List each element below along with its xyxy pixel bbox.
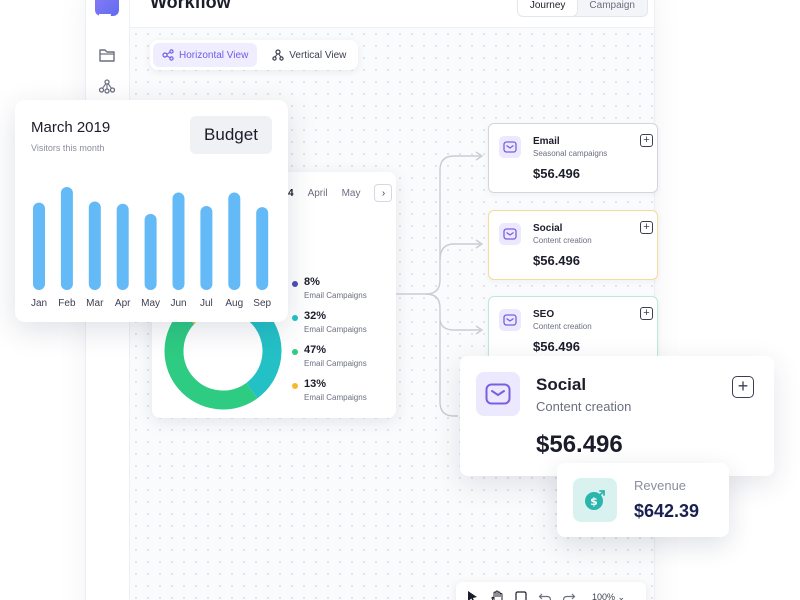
pointer-icon[interactable]	[466, 590, 480, 600]
donut-slice-3	[164, 310, 258, 410]
journey-campaign-switch: Journey Campaign	[516, 0, 648, 17]
legend-dot	[292, 349, 298, 355]
legend-label: Email Campaigns	[304, 291, 367, 300]
flow-node-email[interactable]: Email Seasonal campaigns $56.496 +	[488, 123, 658, 193]
budget-button[interactable]: Budget	[190, 116, 272, 154]
bar-aug	[228, 192, 241, 290]
bar-jan	[33, 202, 45, 290]
node-title: Email	[533, 136, 560, 147]
legend-item: 47% Email Campaigns	[292, 344, 367, 378]
legend-label: Email Campaigns	[304, 325, 367, 334]
bar-tick-label: Jul	[200, 298, 213, 309]
donut-legend: 8% Email Campaigns 32% Email Campaigns 4…	[292, 276, 367, 412]
mail-icon	[476, 372, 520, 416]
hand-icon[interactable]	[490, 590, 504, 600]
chevron-right-icon[interactable]: ›	[374, 184, 393, 202]
dollar-coin-icon: $	[573, 478, 617, 522]
mail-icon	[499, 309, 521, 331]
add-icon[interactable]: +	[640, 221, 653, 234]
month-april[interactable]: April	[307, 187, 328, 199]
legend-value: 47%	[304, 344, 327, 356]
bar-mar	[88, 201, 101, 290]
bar-tick-label: Jun	[170, 298, 186, 309]
node-value: $56.496	[533, 253, 580, 268]
bar-tick-label: Feb	[58, 298, 76, 309]
undo-icon[interactable]	[538, 590, 552, 600]
segment-journey[interactable]: Journey	[517, 0, 578, 16]
app-title: Workflow	[150, 0, 231, 12]
bar-jul	[200, 206, 213, 290]
legend-dot	[292, 281, 298, 287]
zoom-select[interactable]: 100% ⌄	[592, 591, 626, 600]
tab-horizontal-view[interactable]: Horizontal View	[153, 43, 258, 67]
legend-item: 32% Email Campaigns	[292, 310, 367, 344]
network-icon[interactable]	[98, 78, 116, 96]
legend-label: Email Campaigns	[304, 393, 367, 402]
month-selector: 4 April May ›	[288, 184, 393, 202]
folder-icon[interactable]	[98, 46, 116, 64]
visitors-bar-chart: Jan Feb Mar Apr May Jun Jul Aug Sep	[31, 186, 272, 309]
bar-sep	[256, 207, 269, 290]
bar-may	[144, 213, 157, 290]
add-icon[interactable]: +	[732, 376, 754, 398]
view-toggle: Horizontal View Vertical View	[150, 40, 359, 70]
node-title: SEO	[533, 309, 555, 320]
node-subtitle: Content creation	[533, 322, 592, 331]
legend-value: 32%	[304, 310, 327, 322]
bar-tick-label: Aug	[225, 298, 243, 309]
node-value: $56.496	[533, 339, 580, 354]
revenue-card: $ Revenue $642.39	[557, 463, 729, 537]
flow-node-social[interactable]: Social Content creation $56.496 +	[488, 210, 658, 280]
bar-tick-label: Jan	[31, 298, 47, 309]
legend-value: 13%	[304, 378, 327, 390]
rectangle-icon[interactable]	[514, 590, 528, 600]
bar-tick-label: Sep	[253, 298, 271, 309]
social-card-title: Social	[536, 375, 587, 394]
tab-horizontal-label: Horizontal View	[179, 49, 249, 61]
bar-apr	[116, 203, 129, 290]
redo-icon[interactable]	[562, 590, 576, 600]
app-logo[interactable]	[95, 0, 119, 16]
bar-tick-label: Mar	[86, 298, 104, 309]
title-bar: Workflow Journey Campaign	[130, 0, 654, 28]
add-icon[interactable]: +	[640, 307, 653, 320]
zoom-value: 100%	[592, 591, 616, 600]
add-icon[interactable]: +	[640, 134, 653, 147]
node-subtitle: Content creation	[533, 236, 592, 245]
budget-card-subtitle: Visitors this month	[31, 143, 105, 153]
mail-icon	[499, 223, 521, 245]
month-may[interactable]: May	[341, 187, 361, 199]
tab-vertical-view[interactable]: Vertical View	[263, 43, 355, 67]
legend-dot	[292, 315, 298, 321]
budget-card-title: March 2019	[31, 119, 111, 136]
social-card-value: $56.496	[536, 431, 623, 458]
bar-jun	[172, 192, 185, 290]
mail-icon	[499, 136, 521, 158]
bar-tick-label: May	[141, 298, 160, 309]
revenue-label: Revenue	[634, 478, 687, 493]
bar-feb	[60, 186, 73, 290]
horizontal-flow-icon	[162, 49, 174, 61]
bar-tick-label: Apr	[115, 298, 131, 309]
social-card-subtitle: Content creation	[536, 399, 632, 414]
node-subtitle: Seasonal campaigns	[533, 149, 608, 158]
node-value: $56.496	[533, 166, 580, 181]
legend-item: 8% Email Campaigns	[292, 276, 367, 310]
flow-connectors	[396, 151, 484, 417]
legend-item: 13% Email Campaigns	[292, 378, 367, 412]
canvas-toolbar: 100% ⌄	[456, 582, 646, 600]
legend-label: Email Campaigns	[304, 359, 367, 368]
month-partial[interactable]: 4	[288, 187, 294, 199]
budget-card: March 2019 Visitors this month Budget Ja…	[15, 100, 288, 322]
segment-campaign[interactable]: Campaign	[589, 0, 635, 11]
node-title: Social	[533, 223, 563, 234]
legend-value: 8%	[304, 276, 320, 288]
vertical-flow-icon	[272, 49, 284, 61]
social-detail-card[interactable]: Social Content creation $56.496 +	[460, 356, 774, 476]
legend-dot	[292, 383, 298, 389]
tab-vertical-label: Vertical View	[289, 49, 347, 61]
revenue-value: $642.39	[634, 501, 700, 521]
svg-text:$: $	[590, 495, 598, 508]
